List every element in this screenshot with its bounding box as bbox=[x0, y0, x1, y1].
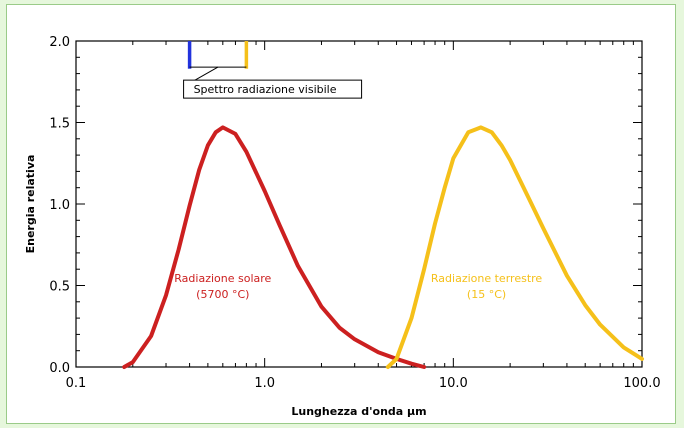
terrestrial-point bbox=[527, 196, 530, 199]
y-axis-title: Energia relativa bbox=[24, 155, 37, 254]
solar-point bbox=[410, 362, 413, 365]
terrestrial-point bbox=[434, 222, 436, 225]
y-tick-label: 2.0 bbox=[49, 35, 70, 50]
solar-point bbox=[377, 351, 380, 354]
terrestrial-point bbox=[395, 358, 398, 360]
x-tick-label: 1.0 bbox=[254, 376, 275, 391]
x-tick-label: 0.1 bbox=[66, 376, 87, 391]
terrestrial-point bbox=[452, 157, 455, 160]
y-tick-label: 0.0 bbox=[49, 361, 70, 376]
visible-label-box bbox=[183, 79, 363, 99]
solar-temperature-label: (5700 °C) bbox=[196, 288, 249, 301]
terrestrial-point bbox=[443, 186, 446, 189]
terrestrial-point bbox=[491, 131, 493, 134]
solar-point bbox=[188, 204, 191, 207]
solar-curve bbox=[122, 125, 427, 369]
y-tick-label: 1.5 bbox=[49, 117, 70, 132]
terrestrial-point bbox=[500, 144, 503, 147]
terrestrial-point bbox=[480, 126, 482, 129]
x-axis-title: Lunghezza d'onda µm bbox=[291, 405, 426, 418]
solar-point bbox=[338, 327, 341, 329]
terrestrial-point bbox=[599, 323, 601, 326]
solar-point bbox=[353, 338, 356, 341]
solar-point bbox=[177, 248, 180, 251]
solar-point bbox=[234, 133, 237, 135]
terrestrial-point bbox=[566, 274, 568, 277]
terrestrial-point bbox=[584, 304, 586, 306]
solar-point bbox=[132, 361, 134, 363]
chart-frame: 0.1 1.0 10.0 100.0 0.0 0.5 1.0 1.5 2.0 Lunghezza… bbox=[6, 4, 676, 424]
y-tick-label: 1.0 bbox=[49, 198, 70, 213]
chart: 0.1 1.0 10.0 100.0 0.0 0.5 1.0 1.5 2.0 Lunghezza… bbox=[24, 35, 661, 418]
x-tick-label: 10.0 bbox=[439, 376, 468, 391]
solar-point bbox=[423, 366, 425, 368]
terrestrial-temperature-label: (15 °C) bbox=[467, 288, 506, 301]
solar-point bbox=[198, 169, 200, 171]
y-tick-label: 0.5 bbox=[49, 280, 70, 295]
solar-point bbox=[150, 335, 152, 337]
visible-spectrum-label: Spettro radiazione visibile bbox=[194, 83, 337, 96]
terrestrial-point bbox=[467, 131, 470, 134]
terrestrial-label: Radiazione terrestre bbox=[431, 272, 543, 285]
solar-point bbox=[263, 190, 266, 192]
terrestrial-point bbox=[387, 366, 389, 368]
terrestrial-point bbox=[410, 317, 413, 319]
solar-point bbox=[278, 224, 281, 226]
terrestrial-point bbox=[509, 159, 511, 161]
solar-point bbox=[245, 151, 248, 153]
solar-point bbox=[123, 366, 125, 368]
solar-point bbox=[207, 144, 209, 147]
terrestrial-point bbox=[622, 346, 625, 349]
solar-point bbox=[222, 126, 224, 129]
visible-range-pointer bbox=[191, 66, 219, 83]
x-tick-label: 100.0 bbox=[623, 376, 660, 391]
solar-point bbox=[165, 294, 167, 297]
terrestrial-point bbox=[641, 358, 643, 360]
solar-label: Radiazione solare bbox=[174, 272, 271, 285]
terrestrial-point bbox=[423, 268, 425, 271]
terrestrial-point bbox=[542, 227, 545, 230]
solar-point bbox=[320, 305, 323, 308]
solar-point bbox=[297, 265, 299, 267]
solar-point bbox=[214, 131, 217, 134]
